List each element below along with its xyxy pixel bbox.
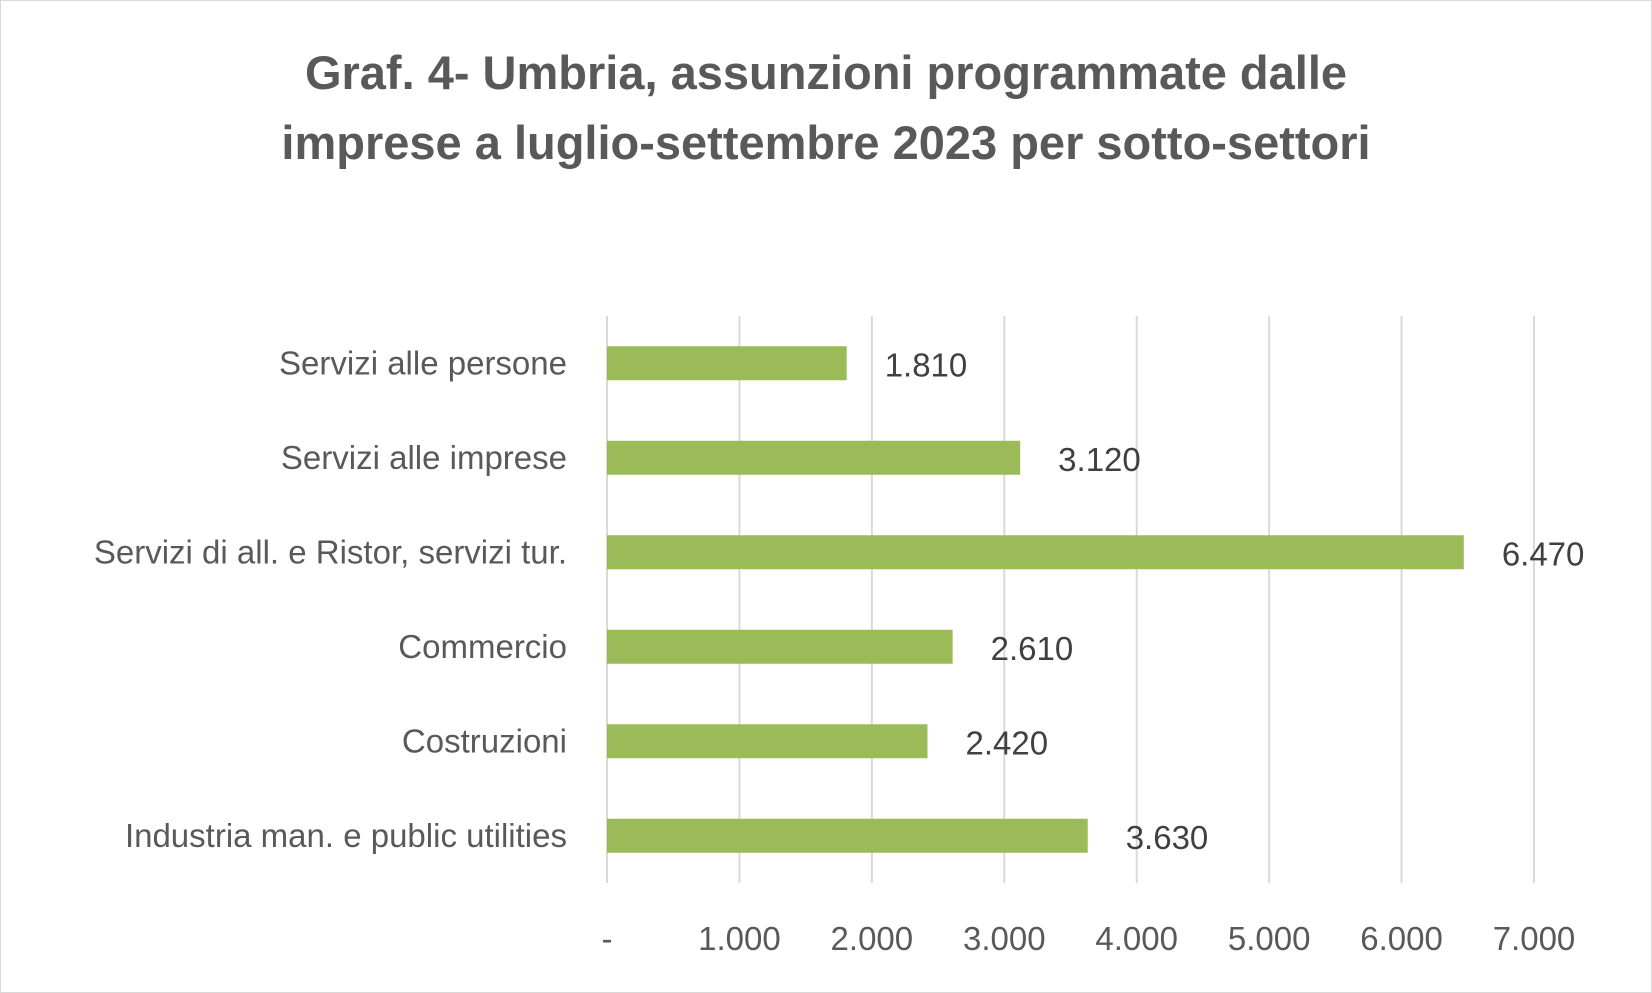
category-label-2: Servizi di all. e Ristor, servizi tur. xyxy=(94,533,567,570)
bar-5 xyxy=(607,818,1088,853)
chart-title: Graf. 4- Umbria, assunzioni programmate … xyxy=(0,38,1652,178)
data-label-1: 3.120 xyxy=(1058,441,1141,478)
x-tick-label-0: - xyxy=(602,920,613,957)
x-tick-label-5: 5.000 xyxy=(1228,920,1311,957)
category-label-4: Costruzioni xyxy=(402,722,567,759)
gridlines xyxy=(606,316,1535,883)
x-tick-label-3: 3.000 xyxy=(963,920,1046,957)
data-label-0: 1.810 xyxy=(885,346,968,383)
chart-title-line-1: Graf. 4- Umbria, assunzioni programmate … xyxy=(304,46,1348,99)
category-label-0: Servizi alle persone xyxy=(279,344,567,381)
chart-title-line-2: imprese a luglio-settembre 2023 per sott… xyxy=(281,116,1371,169)
bar-3 xyxy=(607,629,953,664)
data-label-4: 2.420 xyxy=(965,724,1048,761)
category-label-5: Industria man. e public utilities xyxy=(125,817,567,854)
x-tick-label-7: 7.000 xyxy=(1493,920,1576,957)
bar-4 xyxy=(607,724,928,759)
category-label-3: Commercio xyxy=(398,628,567,665)
category-label-1: Servizi alle imprese xyxy=(281,439,567,476)
bars xyxy=(607,346,1464,853)
x-tick-label-6: 6.000 xyxy=(1360,920,1443,957)
x-tick-label-2: 2.000 xyxy=(831,920,914,957)
data-label-5: 3.630 xyxy=(1126,819,1209,856)
bar-2 xyxy=(607,535,1464,570)
x-tick-label-1: 1.000 xyxy=(698,920,781,957)
bar-0 xyxy=(607,346,847,381)
bar-1 xyxy=(607,440,1021,475)
x-tick-label-4: 4.000 xyxy=(1095,920,1178,957)
labels: - 1.000 2.000 3.000 4.000 5.000 6.000 7.000 Serv… xyxy=(94,344,1585,957)
data-label-3: 2.610 xyxy=(991,630,1074,667)
data-label-2: 6.470 xyxy=(1502,535,1585,572)
